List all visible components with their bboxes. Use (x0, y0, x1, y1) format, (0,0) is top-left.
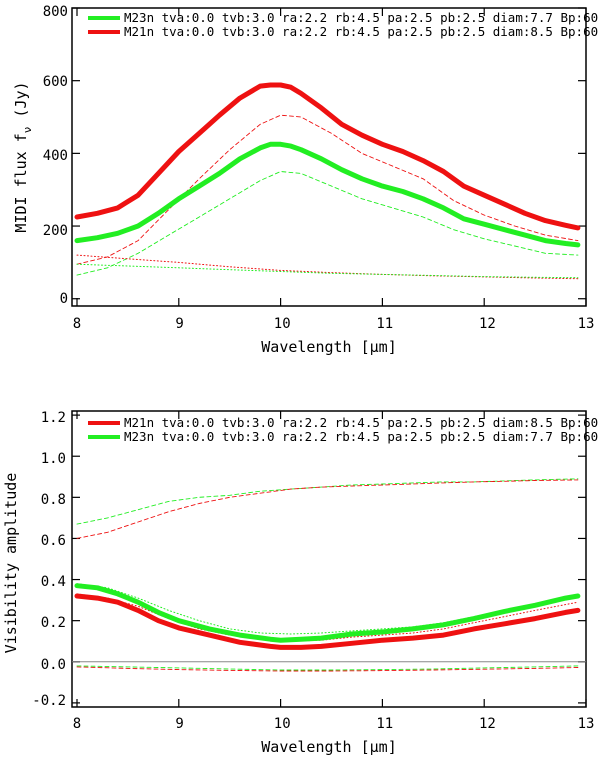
legend-label-m23n: M23n tva:0.0 tvb:3.0 ra:2.2 rb:4.5 pa:2.… (124, 429, 598, 444)
x-tick-label: 13 (578, 316, 595, 332)
y-tick-label: 1.2 (41, 410, 66, 426)
y-tick-label: 600 (43, 74, 68, 90)
y-tick-label: 0.0 (41, 657, 66, 673)
visibility-series (74, 478, 581, 672)
legend-label-m21n: M21n tva:0.0 tvb:3.0 ra:2.2 rb:4.5 pa:2.… (124, 24, 598, 39)
visibility-series-m23n-dashed (76, 478, 579, 525)
visibility-series-m23n-phase-dashed (76, 665, 579, 671)
legend-label-m21n: M21n tva:0.0 tvb:3.0 ra:2.2 rb:4.5 pa:2.… (124, 415, 598, 430)
flux-series-m23n-dashed (76, 171, 579, 276)
flux-series (74, 82, 581, 280)
visibility-y-tick-labels: -0.2 0.0 0.2 0.4 0.6 0.8 1.0 1.2 (32, 410, 66, 709)
visibility-series-m21n-model (74, 593, 581, 650)
x-tick-label: 10 (274, 716, 291, 732)
y-tick-label: 400 (43, 148, 68, 164)
x-tick-label: 8 (73, 316, 81, 332)
flux-series-m21n-dashed (76, 114, 579, 265)
y-tick-label: -0.2 (32, 693, 66, 709)
flux-x-axis-title: Wavelength [μm] (261, 338, 396, 356)
flux-series-m21n-dotted (76, 254, 579, 280)
flux-series-m21n-model (74, 82, 581, 231)
flux-y-tick-labels: 0 200 400 600 800 (43, 4, 68, 307)
visibility-series-m21n-dashed (76, 479, 579, 539)
y-tick-label: 0.8 (41, 492, 66, 508)
y-tick-label: 0.4 (41, 574, 66, 590)
visibility-ticks (72, 411, 587, 707)
legend-label-m23n: M23n tva:0.0 tvb:3.0 ra:2.2 rb:4.5 pa:2.… (124, 10, 598, 25)
y-tick-label: 200 (43, 223, 68, 239)
y-tick-label: 0.2 (41, 615, 66, 631)
flux-x-tick-labels: 8 9 10 11 12 13 (73, 316, 595, 332)
y-tick-label: 0 (60, 291, 68, 307)
x-tick-label: 13 (578, 716, 595, 732)
visibility-x-axis-title: Wavelength [μm] (261, 738, 396, 756)
flux-y-axis-title: MIDI flux fν (Jy) (12, 81, 34, 232)
y-tick-label: 800 (43, 4, 68, 20)
flux-ticks (72, 7, 587, 306)
x-tick-label: 9 (175, 316, 183, 332)
y-title-main: MIDI flux f (12, 133, 30, 232)
flux-plot-frame (71, 7, 587, 307)
x-tick-label: 10 (274, 316, 291, 332)
visibility-series-m23n-dotted (76, 583, 579, 635)
visibility-y-axis-title: Visibility amplitude (2, 473, 20, 654)
x-tick-label: 11 (376, 716, 393, 732)
visibility-panel: 8 9 10 11 12 13 -0.2 0.0 0.2 0.4 0.6 0.8… (2, 410, 598, 756)
flux-legend: M23n tva:0.0 tvb:3.0 ra:2.2 rb:4.5 pa:2.… (88, 10, 598, 39)
y-tick-label: 1.0 (41, 451, 66, 467)
flux-panel: 8 9 10 11 12 13 0 200 400 600 800 Wavele… (12, 4, 598, 356)
x-tick-label: 12 (479, 316, 496, 332)
visibility-series-m23n-model (74, 583, 581, 643)
x-tick-label: 9 (175, 716, 183, 732)
x-tick-label: 8 (73, 716, 81, 732)
y-tick-label: 0.6 (41, 533, 66, 549)
visibility-legend: M21n tva:0.0 tvb:3.0 ra:2.2 rb:4.5 pa:2.… (88, 415, 598, 444)
y-title-unit: (Jy) (12, 81, 30, 126)
x-tick-label: 11 (376, 316, 393, 332)
flux-series-m23n-dotted (76, 263, 579, 279)
visibility-x-tick-labels: 8 9 10 11 12 13 (73, 716, 595, 732)
x-tick-label: 12 (479, 716, 496, 732)
flux-series-m23n-model (74, 141, 581, 248)
visibility-plot-frame (71, 410, 587, 708)
y-title-subscript: ν (21, 127, 34, 134)
visibility-series-m21n-phase-dashed (76, 666, 579, 672)
